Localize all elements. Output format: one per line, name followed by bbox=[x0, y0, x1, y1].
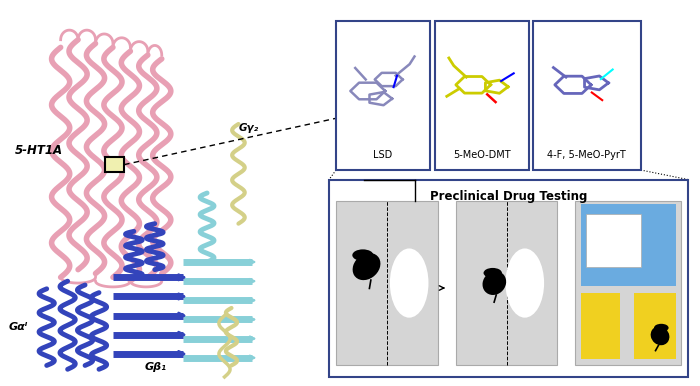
Text: 5-MeO-DMT: 5-MeO-DMT bbox=[454, 150, 511, 160]
Text: Preclinical Drug Testing: Preclinical Drug Testing bbox=[430, 190, 587, 203]
Bar bbox=[104, 157, 124, 172]
Ellipse shape bbox=[505, 249, 544, 318]
Bar bbox=[329, 179, 688, 377]
Bar bbox=[533, 20, 640, 170]
Ellipse shape bbox=[654, 324, 668, 332]
Ellipse shape bbox=[484, 268, 502, 278]
Bar bbox=[634, 293, 676, 359]
Bar bbox=[336, 20, 430, 170]
Ellipse shape bbox=[352, 249, 373, 261]
Ellipse shape bbox=[651, 326, 669, 345]
Ellipse shape bbox=[390, 249, 428, 318]
Text: Gαᴵ: Gαᴵ bbox=[8, 322, 28, 332]
Bar bbox=[581, 204, 676, 286]
Bar bbox=[336, 201, 438, 366]
Bar bbox=[575, 201, 681, 366]
Text: 5-HT1A: 5-HT1A bbox=[15, 144, 64, 157]
Ellipse shape bbox=[482, 271, 506, 295]
Text: LSD: LSD bbox=[374, 150, 393, 160]
Text: Gγ₂: Gγ₂ bbox=[239, 123, 258, 133]
Bar bbox=[581, 293, 620, 359]
Text: Gβ₁: Gβ₁ bbox=[144, 362, 167, 372]
Bar bbox=[586, 214, 641, 267]
Bar bbox=[456, 201, 557, 366]
Ellipse shape bbox=[353, 253, 380, 280]
Text: 4-F, 5-MeO-PyrT: 4-F, 5-MeO-PyrT bbox=[547, 150, 626, 160]
Bar bbox=[435, 20, 529, 170]
